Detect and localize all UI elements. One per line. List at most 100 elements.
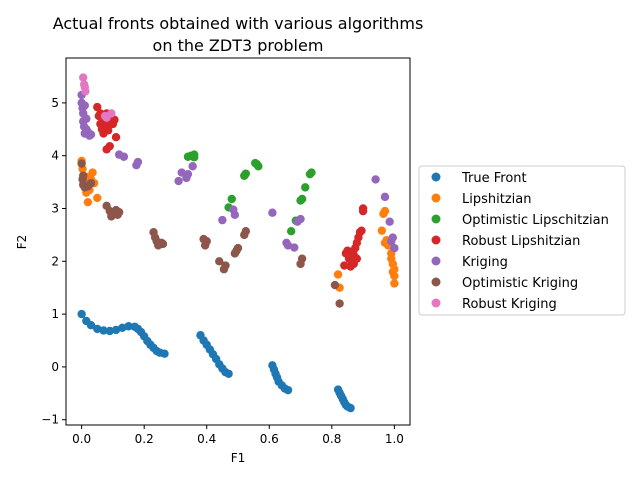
legend-marker xyxy=(431,256,441,266)
plot-area xyxy=(65,57,411,426)
data-point xyxy=(83,197,93,207)
series-1 xyxy=(77,156,399,292)
data-point xyxy=(111,133,121,142)
data-point xyxy=(377,226,387,235)
data-point xyxy=(86,178,96,188)
data-point xyxy=(107,109,116,118)
data-point xyxy=(301,183,310,192)
legend-marker xyxy=(431,235,441,245)
data-point xyxy=(158,239,168,249)
data-point xyxy=(380,206,390,216)
x-axis-label: F1 xyxy=(231,451,246,465)
y-tick-label: 0 xyxy=(51,360,59,374)
data-point xyxy=(202,237,211,246)
x-tick-label: 1.0 xyxy=(385,432,404,446)
data-point xyxy=(340,261,349,270)
data-point xyxy=(93,102,102,112)
legend-marker xyxy=(431,172,441,182)
chart-title-line-1: Actual fronts obtained with various algo… xyxy=(53,14,424,33)
y-tick-label: 1 xyxy=(51,307,59,321)
legend: True Front Lipshitzian Optimistic Lipschit… xyxy=(418,165,626,316)
data-point xyxy=(124,322,133,331)
data-point xyxy=(80,101,89,110)
legend-marker xyxy=(431,277,441,287)
data-point xyxy=(230,210,240,220)
data-point xyxy=(86,320,96,330)
x-tick-label: 0.6 xyxy=(260,432,279,446)
data-point xyxy=(357,226,366,235)
legend-item: Robust Kriging xyxy=(431,297,557,312)
data-point xyxy=(82,114,91,123)
data-point xyxy=(215,257,224,266)
data-point xyxy=(233,243,243,253)
data-point xyxy=(218,215,227,225)
legend-label: Optimistic Kriging xyxy=(462,276,578,291)
y-tick-label: 5 xyxy=(51,96,59,110)
chart-title-line-2: on the ZDT3 problem xyxy=(153,36,324,55)
legend-label: True Front xyxy=(461,171,527,186)
data-point xyxy=(81,87,90,96)
data-point xyxy=(227,194,236,204)
data-point xyxy=(241,227,251,236)
data-point xyxy=(105,141,114,151)
data-point xyxy=(190,150,199,159)
y-tick-label: 2 xyxy=(51,254,59,268)
series-0 xyxy=(77,309,355,413)
legend-item: Lipshitzian xyxy=(431,192,531,207)
y-axis-ticks: −1 0 1 2 3 4 5 xyxy=(41,96,66,427)
legend-item: Kriging xyxy=(431,255,508,270)
data-point xyxy=(160,349,169,358)
data-point xyxy=(241,169,251,178)
x-tick-label: 0.2 xyxy=(135,432,154,446)
data-point xyxy=(330,280,340,290)
data-point xyxy=(333,270,343,279)
data-point xyxy=(268,208,277,217)
data-point xyxy=(286,227,296,236)
data-point xyxy=(77,159,86,168)
axes-frame xyxy=(65,57,411,426)
data-point xyxy=(297,254,307,263)
data-point xyxy=(133,157,143,167)
data-point xyxy=(174,176,183,186)
data-point xyxy=(385,217,394,226)
series-4 xyxy=(77,90,399,253)
data-point xyxy=(297,194,307,204)
data-point xyxy=(188,162,197,171)
data-point xyxy=(387,237,396,246)
legend-item: True Front xyxy=(431,171,527,186)
legend-marker xyxy=(431,298,441,308)
chart-title: Actual fronts obtained with various algo… xyxy=(53,14,424,55)
data-point xyxy=(104,126,113,135)
data-point xyxy=(388,267,397,277)
data-point xyxy=(224,369,233,378)
legend-label: Robust Lipshitzian xyxy=(462,234,580,249)
data-point xyxy=(335,299,344,308)
data-point xyxy=(358,204,368,213)
data-point xyxy=(119,152,129,161)
data-point xyxy=(290,243,299,252)
data-point xyxy=(390,279,399,288)
data-point xyxy=(79,73,88,82)
x-axis-ticks: 0.0 0.2 0.4 0.6 0.8 1.0 xyxy=(72,425,404,446)
data-point xyxy=(346,403,355,413)
y-tick-label: −1 xyxy=(41,413,59,427)
legend-box xyxy=(418,165,626,316)
x-tick-label: 0.0 xyxy=(72,432,91,446)
y-axis-label: F2 xyxy=(15,235,29,250)
data-point xyxy=(380,192,390,202)
data-point xyxy=(283,385,293,395)
data-point xyxy=(352,254,362,263)
legend-item: Optimistic Lipschitzian xyxy=(431,213,609,228)
data-point xyxy=(79,171,88,180)
legend-label: Kriging xyxy=(462,255,508,270)
data-point xyxy=(390,243,399,253)
data-point xyxy=(346,247,355,256)
data-point xyxy=(99,326,108,335)
data-point xyxy=(105,326,114,336)
y-tick-label: 3 xyxy=(51,201,59,215)
data-point xyxy=(293,217,302,226)
x-tick-label: 0.8 xyxy=(322,432,341,446)
data-point xyxy=(79,80,89,89)
series-3 xyxy=(93,102,368,271)
